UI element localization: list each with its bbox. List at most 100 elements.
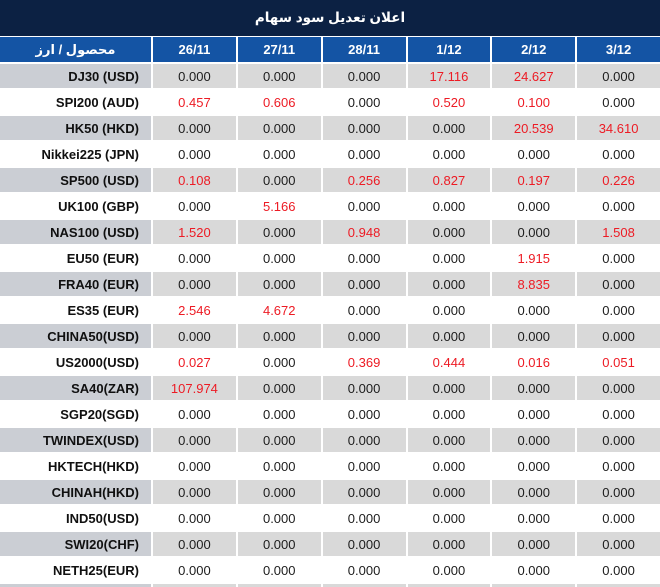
table-row: SA40(ZAR) 107.974 0.000 0.000 0.000 0.000 0.00… (0, 376, 660, 400)
clipped-value-cell (577, 584, 660, 587)
instrument-name: CHINAH(HKD) (0, 480, 151, 504)
value-cell: 0.000 (407, 142, 491, 166)
value-cell: 0.000 (407, 454, 491, 478)
value-cell: 17.116 (407, 64, 491, 88)
value-cell: 0.000 (237, 376, 321, 400)
table-header-row: محصول / ارز 26/11 27/11 28/11 1/12 2/12 3/12 (0, 37, 660, 62)
value-cell: 0.000 (577, 376, 660, 400)
column-header-date: 27/11 (237, 37, 321, 62)
clipped-value-cell (237, 584, 321, 587)
instrument-name: ES35 (EUR) (0, 298, 151, 322)
value-cell: 107.974 (153, 376, 236, 400)
value-cell: 0.000 (237, 168, 321, 192)
instrument-name: FRA40 (EUR) (0, 272, 151, 296)
value-cell: 0.000 (492, 402, 576, 426)
value-cell: 20.539 (492, 116, 576, 140)
instrument-name: DJ30 (USD) (0, 64, 151, 88)
value-cell: 4.672 (237, 298, 321, 322)
title-bar: اعلان تعديل سود سهام (0, 0, 660, 36)
table-row: HK50 (HKD) 0.000 0.000 0.000 0.000 20.539 34.6… (0, 116, 660, 140)
instrument-name: CHINA50(USD) (0, 324, 151, 348)
value-cell: 0.000 (237, 246, 321, 270)
value-cell: 0.000 (237, 350, 321, 374)
value-cell: 0.520 (407, 90, 491, 114)
value-cell: 0.000 (492, 194, 576, 218)
value-cell: 0.000 (237, 428, 321, 452)
value-cell: 0.000 (577, 272, 660, 296)
value-cell: 0.000 (577, 64, 660, 88)
value-cell: 2.546 (153, 298, 236, 322)
instrument-name: Nikkei225 (JPN) (0, 142, 151, 166)
table-row: SP500 (USD) 0.108 0.000 0.256 0.827 0.197 0.22… (0, 168, 660, 192)
value-cell: 0.000 (153, 532, 236, 556)
value-cell: 0.000 (153, 480, 236, 504)
instrument-name: SP500 (USD) (0, 168, 151, 192)
value-cell: 0.000 (492, 142, 576, 166)
value-cell: 0.000 (153, 558, 236, 582)
value-cell: 0.000 (322, 116, 406, 140)
value-cell: 0.000 (492, 558, 576, 582)
value-cell: 0.000 (237, 480, 321, 504)
table-row: SPI200 (AUD) 0.457 0.606 0.000 0.520 0.100 0.0… (0, 90, 660, 114)
table-row: SWI20(CHF) 0.000 0.000 0.000 0.000 0.000 0.000 (0, 532, 660, 556)
value-cell: 0.000 (577, 558, 660, 582)
value-cell: 24.627 (492, 64, 576, 88)
value-cell: 0.000 (407, 324, 491, 348)
product-currency-header: محصول / ارز (0, 37, 151, 62)
value-cell: 0.000 (237, 272, 321, 296)
instrument-name: TWINDEX(USD) (0, 428, 151, 452)
instrument-name: IND50(USD) (0, 506, 151, 530)
value-cell: 0.000 (322, 272, 406, 296)
value-cell: 0.000 (577, 298, 660, 322)
value-cell: 0.108 (153, 168, 236, 192)
value-cell: 0.000 (153, 246, 236, 270)
value-cell: 0.000 (237, 142, 321, 166)
table-row: Nikkei225 (JPN) 0.000 0.000 0.000 0.000 0.000… (0, 142, 660, 166)
value-cell: 0.000 (322, 506, 406, 530)
value-cell: 0.000 (407, 558, 491, 582)
value-cell: 0.000 (492, 428, 576, 452)
value-cell: 0.000 (407, 506, 491, 530)
value-cell: 0.000 (577, 324, 660, 348)
value-cell: 0.000 (492, 506, 576, 530)
value-cell: 0.000 (577, 194, 660, 218)
value-cell: 0.000 (322, 532, 406, 556)
value-cell: 0.444 (407, 350, 491, 374)
value-cell: 0.000 (577, 454, 660, 478)
clipped-value-cell (153, 584, 236, 587)
value-cell: 8.835 (492, 272, 576, 296)
value-cell: 0.000 (322, 454, 406, 478)
instrument-name: HK50 (HKD) (0, 116, 151, 140)
value-cell: 0.000 (492, 324, 576, 348)
value-cell: 0.000 (577, 532, 660, 556)
value-cell: 5.166 (237, 194, 321, 218)
value-cell: 0.000 (237, 402, 321, 426)
value-cell: 1.508 (577, 220, 660, 244)
instrument-name: SA40(ZAR) (0, 376, 151, 400)
value-cell: 0.000 (153, 194, 236, 218)
clipped-row-strip (0, 584, 660, 587)
value-cell: 0.000 (577, 246, 660, 270)
value-cell: 0.000 (407, 428, 491, 452)
table-row: UK100 (GBP) 0.000 5.166 0.000 0.000 0.000 0.00… (0, 194, 660, 218)
table-row: ES35 (EUR) 2.546 4.672 0.000 0.000 0.000 0.000 (0, 298, 660, 322)
value-cell: 0.000 (153, 506, 236, 530)
value-cell: 0.000 (322, 246, 406, 270)
table-row: IND50(USD) 0.000 0.000 0.000 0.000 0.000 0.000 (0, 506, 660, 530)
value-cell: 0.000 (577, 142, 660, 166)
value-cell: 0.457 (153, 90, 236, 114)
value-cell: 0.000 (237, 454, 321, 478)
table-row: CHINAH(HKD) 0.000 0.000 0.000 0.000 0.000 0.00… (0, 480, 660, 504)
value-cell: 0.000 (577, 402, 660, 426)
value-cell: 0.000 (577, 480, 660, 504)
value-cell: 0.000 (237, 64, 321, 88)
value-cell: 0.000 (237, 506, 321, 530)
value-cell: 0.000 (577, 428, 660, 452)
value-cell: 0.000 (237, 324, 321, 348)
column-header-date: 28/11 (322, 37, 406, 62)
instrument-name: UK100 (GBP) (0, 194, 151, 218)
value-cell: 0.000 (492, 298, 576, 322)
instrument-name: NAS100 (USD) (0, 220, 151, 244)
value-cell: 0.000 (322, 376, 406, 400)
